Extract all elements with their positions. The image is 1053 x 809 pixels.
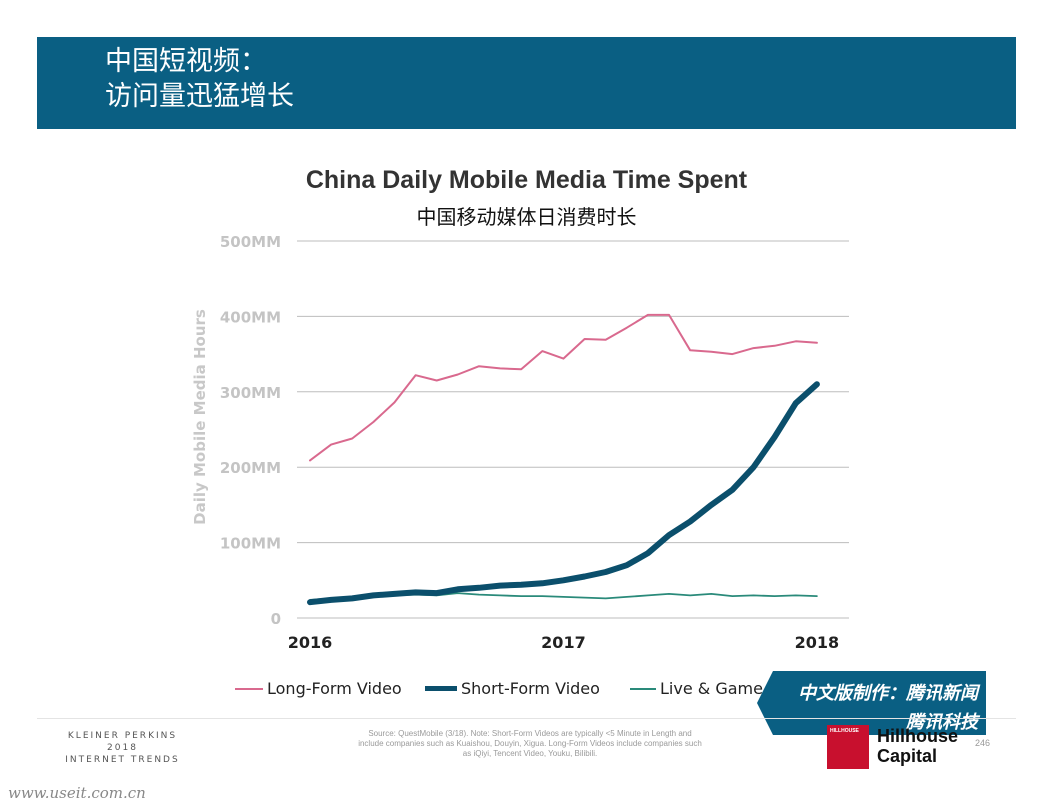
banner-line2: 腾讯科技 xyxy=(906,712,978,733)
y-tick-label-100: 100MM xyxy=(220,535,281,553)
header-title-line2: 访问量迅猛增长 xyxy=(105,81,294,112)
hillhouse-logo-text: HILLHOUSE xyxy=(830,728,859,734)
chart-subtitle: 中国移动媒体日消费时长 xyxy=(416,205,637,229)
translation-credit-banner: 中文版制作：腾讯新闻 腾讯科技 xyxy=(757,671,986,735)
hillhouse-line1: Hillhouse xyxy=(877,726,959,746)
header-title-line1: 中国短视频： xyxy=(105,46,267,77)
legend-swatch-short-form xyxy=(425,686,457,691)
brand-line1: KLEINER PERKINS xyxy=(67,731,178,741)
y-tick-label-200: 200MM xyxy=(220,459,281,477)
series-line-long-form-video xyxy=(309,313,818,462)
banner-line1: 中文版制作：腾讯新闻 xyxy=(798,683,978,704)
page-number: 246 xyxy=(975,738,991,748)
x-tick-label-2017: 2017 xyxy=(541,633,586,652)
chart-title: China Daily Mobile Media Time Spent xyxy=(305,166,748,194)
hillhouse-line2: Capital xyxy=(877,746,938,766)
x-tick-label-2018: 2018 xyxy=(795,633,840,652)
y-tick-label-300: 300MM xyxy=(220,384,281,402)
legend-label-short-form: Short-Form Video xyxy=(461,679,600,698)
y-tick-label-400: 400MM xyxy=(220,308,281,326)
kleiner-perkins-brand: KLEINER PERKINS 2018 INTERNET TRENDS xyxy=(50,730,195,766)
legend-swatch-live-game xyxy=(630,687,656,690)
x-tick-label-2016: 2016 xyxy=(288,633,333,652)
series-line-short-form-video xyxy=(307,381,820,606)
hillhouse-name: Hillhouse Capital xyxy=(877,726,958,766)
source-note: Source: QuestMobile (3/18). Note: Short-… xyxy=(358,729,702,758)
legend-swatch-long-form xyxy=(235,687,263,690)
legend-item-short-form: Short-Form Video xyxy=(425,679,600,698)
y-tick-label-0: 0 xyxy=(271,610,281,628)
footer-divider xyxy=(37,718,1016,719)
y-tick-label-500: 500MM xyxy=(220,233,281,251)
site-url: www.useit.com.cn xyxy=(8,784,146,802)
header-banner: 中国短视频： 访问量迅猛增长 xyxy=(37,37,1016,129)
legend-label-long-form: Long-Form Video xyxy=(267,679,402,698)
legend-item-long-form: Long-Form Video xyxy=(235,679,402,698)
hillhouse-logo: HILLHOUSE xyxy=(827,725,869,769)
brand-line3: INTERNET TRENDS xyxy=(65,755,180,765)
brand-line2: 2018 xyxy=(107,743,138,753)
